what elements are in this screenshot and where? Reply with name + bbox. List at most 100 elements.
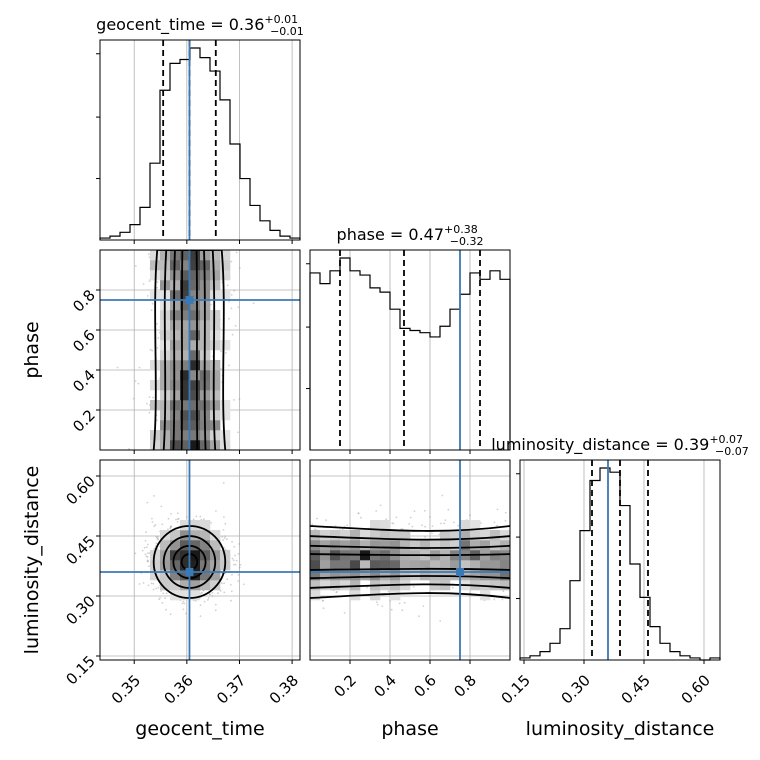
sample-point [199,615,202,618]
sample-point [157,536,159,538]
density-cell [390,570,401,581]
density-cell [180,390,191,401]
density-cell [330,570,341,581]
sample-point [366,586,368,589]
density-cell [350,580,361,591]
sample-point [203,600,206,603]
sample-point [153,525,156,528]
sample-point [376,603,379,606]
density-cell [340,540,351,551]
sample-point [151,302,154,305]
sample-point [401,609,404,612]
sample-point [322,599,324,602]
density-cell [180,430,191,441]
sample-point [424,525,426,528]
sample-point [138,583,141,585]
sample-point [421,524,423,527]
hist-panel-luminosity_distance [516,459,721,664]
sample-point [222,539,225,541]
sample-point [156,281,159,283]
title-main: geocent_time = 0.36 [96,15,264,35]
sample-point [169,527,172,530]
panel-title: phase = 0.47+0.38 −0.32 [337,223,484,248]
sample-point [228,317,230,320]
sample-point [141,549,144,552]
sample-point [152,588,155,591]
title-plus: +0.38 [444,223,478,236]
density-cell [180,420,191,431]
density-cell [350,530,361,541]
sample-point [322,599,324,602]
sample-point [231,573,233,576]
contours [152,525,227,599]
sample-point [375,510,378,512]
density-cell [150,560,161,571]
density-cell [460,540,471,551]
density-cell [190,370,201,381]
density-cell [180,360,191,371]
sample-point [222,529,225,531]
density-cell [180,250,191,261]
sample-point [438,533,441,536]
density-cell [190,320,201,331]
density-cell [190,550,201,561]
density-cell [460,560,471,571]
density-cell [330,580,341,591]
sample-point [182,600,185,603]
density-cell [180,300,191,311]
density-cell [490,580,501,591]
density-cell [210,390,221,401]
density-cell [350,570,361,581]
density-cell [310,580,321,591]
sample-point [221,536,224,538]
sample-point [239,564,242,566]
density-cell [190,270,201,281]
contours [310,525,510,599]
sample-point [238,398,241,401]
sample-point [143,546,146,549]
y-tick-label: 0.6 [69,326,99,356]
density-cell [380,570,391,581]
sample-point [392,522,395,525]
density-cell [190,360,201,371]
x-tick-label: 0.36 [161,671,197,707]
density-cell [390,560,401,571]
sample-point [234,554,236,557]
sample-point [501,598,504,601]
truth-marker [185,568,194,576]
sample-point [146,556,149,558]
sample-point [148,396,151,398]
density-cell [170,570,181,581]
density-cell [180,340,191,351]
density-cell [440,570,451,581]
sample-point [493,598,496,601]
sample-point [238,566,241,569]
density-cell [170,440,181,450]
panel-frame [99,459,301,661]
sample-point [403,601,406,604]
sample-point [183,602,186,605]
density-cell [310,550,321,561]
sample-point [228,300,230,303]
density-cell [400,560,411,571]
sample-point [158,598,161,601]
density-cell [220,400,231,411]
contour-line [152,525,227,599]
sample-point [210,521,213,524]
density-cell [210,330,221,341]
sample-point [237,431,239,434]
sample-point [203,518,205,521]
density-cell [170,300,181,311]
density-cell [190,250,201,261]
sample-point [322,607,325,610]
sample-point [480,522,482,524]
sample-point [160,590,163,592]
density-cell [310,570,321,581]
sample-point [234,324,237,327]
density-cell [180,290,191,301]
density-cell [350,540,361,551]
density-cell [150,250,161,261]
sample-point [169,613,172,616]
panel-frame [309,459,511,661]
density-cell [390,530,401,541]
